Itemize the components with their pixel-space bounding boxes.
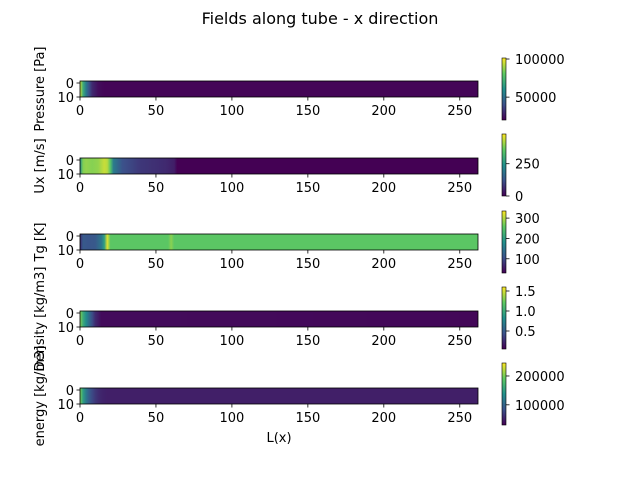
x-tick-label: 100 xyxy=(219,411,244,426)
figure-title: Fields along tube - x direction xyxy=(202,9,439,28)
x-tick-label: 0 xyxy=(76,334,84,349)
x-axis-label: L(x) xyxy=(266,431,291,446)
x-tick-label: 0 xyxy=(76,257,84,272)
x-tick-label: 100 xyxy=(219,104,244,119)
y-tick-label: 10 xyxy=(57,321,74,336)
x-tick-label: 250 xyxy=(447,257,472,272)
x-tick-label: 50 xyxy=(148,334,165,349)
x-tick-label: 250 xyxy=(447,411,472,426)
heatmap-cells-4 xyxy=(80,311,478,327)
y-tick-label: 0 xyxy=(66,307,74,322)
y-tick-label: 10 xyxy=(57,398,74,413)
colorbar-tick-label: 200 xyxy=(515,232,540,247)
y-axis-label: Pressure [Pa] xyxy=(33,46,48,131)
y-axis-label: energy [kg/m3] xyxy=(33,346,48,447)
colorbar-tick-label: 100000 xyxy=(515,53,565,68)
y-tick-label: 0 xyxy=(66,154,74,169)
x-tick-label: 0 xyxy=(76,181,84,196)
colorbar-tick-label: 100000 xyxy=(515,399,565,414)
y-tick-label: 0 xyxy=(66,77,74,92)
y-axis-label: Density [kg/m3] xyxy=(33,267,48,372)
colorbar-tick-label: 50000 xyxy=(515,91,556,106)
y-tick-label: 0 xyxy=(66,384,74,399)
x-tick-label: 200 xyxy=(371,104,396,119)
x-tick-label: 100 xyxy=(219,334,244,349)
colorbar-tick-label: 250 xyxy=(515,158,540,173)
x-tick-label: 150 xyxy=(295,104,320,119)
axes-frame-5 xyxy=(79,387,479,405)
x-tick-label: 50 xyxy=(148,257,165,272)
x-tick-label: 50 xyxy=(148,104,165,119)
y-axis-label: Tg [K] xyxy=(33,223,48,263)
colorbar-tick-label: 300 xyxy=(515,212,540,227)
colorbar-tick-label: 1.5 xyxy=(515,285,536,300)
x-tick-label: 250 xyxy=(447,104,472,119)
x-tick-label: 0 xyxy=(76,411,84,426)
colorbar-tick-label: 0.5 xyxy=(515,325,536,340)
x-tick-label: 200 xyxy=(371,181,396,196)
x-tick-label: 50 xyxy=(148,181,165,196)
colorbar-tick-label: 0 xyxy=(515,190,523,205)
colorbar-tick-label: 1.0 xyxy=(515,305,536,320)
x-tick-label: 150 xyxy=(295,334,320,349)
y-tick-label: 10 xyxy=(57,168,74,183)
x-tick-label: 200 xyxy=(371,257,396,272)
x-tick-label: 0 xyxy=(76,104,84,119)
colorbar-tick-label: 100 xyxy=(515,253,540,268)
colorbar-tick-label: 200000 xyxy=(515,370,565,385)
colorbar-4 xyxy=(501,286,507,350)
y-tick-label: 10 xyxy=(57,91,74,106)
x-tick-label: 150 xyxy=(295,257,320,272)
y-tick-label: 0 xyxy=(66,230,74,245)
y-tick-label: 10 xyxy=(57,244,74,259)
x-tick-label: 100 xyxy=(219,181,244,196)
axes-frame-2 xyxy=(79,157,479,175)
axes-frame-3 xyxy=(79,233,479,251)
colorbar-3 xyxy=(501,210,507,274)
heatmap-cells-2 xyxy=(80,158,478,174)
x-tick-label: 50 xyxy=(148,411,165,426)
x-tick-label: 200 xyxy=(371,334,396,349)
heatmap-cells-5 xyxy=(80,388,478,404)
x-tick-label: 250 xyxy=(447,334,472,349)
x-tick-label: 150 xyxy=(295,181,320,196)
x-tick-label: 200 xyxy=(371,411,396,426)
heatmap-cells-3 xyxy=(80,234,478,250)
colorbar-5 xyxy=(501,362,507,426)
colorbar-1 xyxy=(501,57,507,121)
x-tick-label: 100 xyxy=(219,257,244,272)
axes-frame-4 xyxy=(79,310,479,328)
colorbar-2 xyxy=(501,133,507,197)
x-tick-label: 150 xyxy=(295,411,320,426)
axes-frame-1 xyxy=(79,80,479,98)
x-tick-label: 250 xyxy=(447,181,472,196)
heatmap-cells-1 xyxy=(80,81,478,97)
y-axis-label: Ux [m/s] xyxy=(33,138,48,193)
